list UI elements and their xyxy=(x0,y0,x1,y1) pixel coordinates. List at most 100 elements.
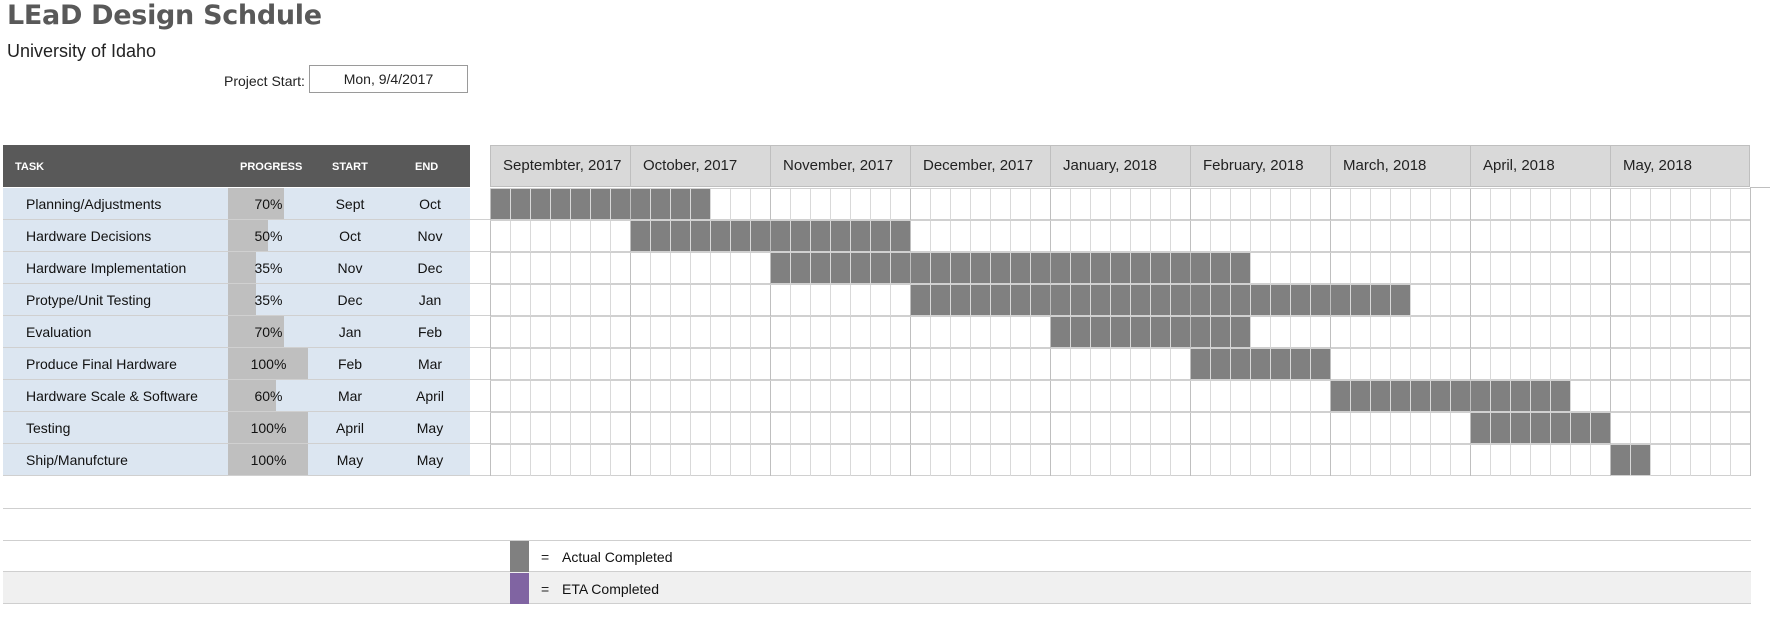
gantt-chart-grid xyxy=(490,188,1751,476)
project-start-label: Project Start: xyxy=(224,73,305,89)
task-name: Evaluation xyxy=(26,324,92,340)
task-end: Nov xyxy=(417,228,443,244)
header-spacer xyxy=(470,145,490,187)
progress-value: 35% xyxy=(254,292,283,308)
progress-cell: 70% xyxy=(228,188,309,219)
task-end: Mar xyxy=(417,356,443,372)
month-header-cell: Septembter, 2017 xyxy=(490,145,630,187)
month-header-cell: March, 2018 xyxy=(1330,145,1470,187)
task-start: Dec xyxy=(337,292,363,308)
row-gridline xyxy=(3,379,1751,380)
task-end: Dec xyxy=(417,260,443,276)
progress-value: 35% xyxy=(254,260,283,276)
month-header-cell: January, 2018 xyxy=(1050,145,1190,187)
gantt-bar xyxy=(1470,413,1610,443)
task-row[interactable]: Hardware Decisions 50% Oct Nov xyxy=(3,220,1751,252)
legend-label-eta: ETA Completed xyxy=(562,581,660,597)
task-name: Ship/Manufcture xyxy=(26,452,128,468)
task-start: May xyxy=(336,452,364,468)
task-end: April xyxy=(415,388,444,404)
row-gridline xyxy=(3,315,1751,316)
progress-value: 100% xyxy=(250,356,287,372)
task-table-header: TASK PROGRESS START END xyxy=(3,145,490,187)
progress-value: 60% xyxy=(254,388,283,404)
task-row[interactable]: Ship/Manufcture 100% May May xyxy=(3,444,1751,476)
month-header-cell: April, 2018 xyxy=(1470,145,1610,187)
progress-fill xyxy=(228,316,284,347)
progress-fill xyxy=(228,284,256,315)
row-gridline xyxy=(3,411,1751,412)
task-row[interactable]: Planning/Adjustments 70% Sept Oct xyxy=(3,188,1751,220)
month-header-cell: October, 2017 xyxy=(630,145,770,187)
task-end: Feb xyxy=(417,324,443,340)
progress-value: 50% xyxy=(254,228,283,244)
divider xyxy=(3,508,1751,509)
progress-cell: 100% xyxy=(228,348,309,379)
project-start-field[interactable]: Mon, 9/4/2017 xyxy=(309,65,468,93)
task-start: Oct xyxy=(339,228,361,244)
legend-row-eta-background xyxy=(3,572,1751,603)
task-name: Produce Final Hardware xyxy=(26,356,177,372)
task-start: Mar xyxy=(337,388,363,404)
progress-fill xyxy=(228,444,308,475)
month-header-cell: February, 2018 xyxy=(1190,145,1330,187)
task-end: Jan xyxy=(418,292,442,308)
task-end: May xyxy=(416,452,444,468)
progress-fill xyxy=(228,220,268,251)
task-row[interactable]: Hardware Scale & Software 60% Mar April xyxy=(3,380,1751,412)
legend-label-actual: Actual Completed xyxy=(562,549,673,565)
legend-swatch-actual xyxy=(510,541,529,572)
task-end: May xyxy=(416,420,444,436)
month-header-cell: December, 2017 xyxy=(910,145,1050,187)
progress-fill xyxy=(228,412,308,443)
progress-cell: 35% xyxy=(228,284,309,315)
progress-cell: 50% xyxy=(228,220,309,251)
legend-equals: = xyxy=(541,549,550,565)
progress-value: 70% xyxy=(254,196,283,212)
gantt-bar xyxy=(910,285,1410,315)
progress-value: 100% xyxy=(250,420,287,436)
progress-fill xyxy=(228,380,276,411)
task-start: Sept xyxy=(335,196,365,212)
legend-equals: = xyxy=(541,581,550,597)
task-name: Hardware Scale & Software xyxy=(26,388,198,404)
page-title: LEaD Design Schdule xyxy=(7,0,322,31)
progress-cell: 60% xyxy=(228,380,309,411)
divider xyxy=(3,603,1751,604)
month-header-cell: November, 2017 xyxy=(770,145,910,187)
progress-value: 100% xyxy=(250,452,287,468)
task-end: Oct xyxy=(419,196,441,212)
row-gridline xyxy=(3,347,1751,348)
task-start: Jan xyxy=(338,324,362,340)
page-subtitle: University of Idaho xyxy=(7,41,157,61)
task-row[interactable]: Produce Final Hardware 100% Feb Mar xyxy=(3,348,1751,380)
task-row[interactable]: Hardware Implementation 35% Nov Dec xyxy=(3,252,1751,284)
column-header-task: TASK xyxy=(15,161,45,173)
task-start: Feb xyxy=(337,356,363,372)
progress-fill xyxy=(228,348,308,379)
month-header-cell: May, 2018 xyxy=(1610,145,1750,187)
divider xyxy=(3,571,1751,572)
column-header-start: START xyxy=(332,161,368,173)
task-row[interactable]: Protype/Unit Testing 35% Dec Jan xyxy=(3,284,1751,316)
progress-cell: 100% xyxy=(228,444,309,475)
row-gridline xyxy=(3,283,1751,284)
task-row[interactable]: Evaluation 70% Jan Feb xyxy=(3,316,1751,348)
month-header: Septembter, 2017 October, 2017 November, 2… xyxy=(490,145,1750,187)
divider xyxy=(3,540,1751,541)
column-header-progress: PROGRESS xyxy=(240,161,303,173)
row-gridline xyxy=(3,219,1751,220)
gantt-bar xyxy=(1190,349,1330,379)
task-row[interactable]: Testing 100% April May xyxy=(3,412,1751,444)
task-start: Nov xyxy=(337,260,363,276)
task-name: Hardware Implementation xyxy=(26,260,187,276)
progress-cell: 35% xyxy=(228,252,309,283)
column-header-end: END xyxy=(415,161,439,173)
legend-swatch-eta xyxy=(510,573,529,604)
row-gridline xyxy=(3,443,1751,444)
month-header-tail xyxy=(1750,187,1770,188)
progress-fill xyxy=(228,252,256,283)
task-name: Protype/Unit Testing xyxy=(26,292,152,308)
task-name: Planning/Adjustments xyxy=(26,196,162,212)
task-name: Testing xyxy=(26,420,71,436)
